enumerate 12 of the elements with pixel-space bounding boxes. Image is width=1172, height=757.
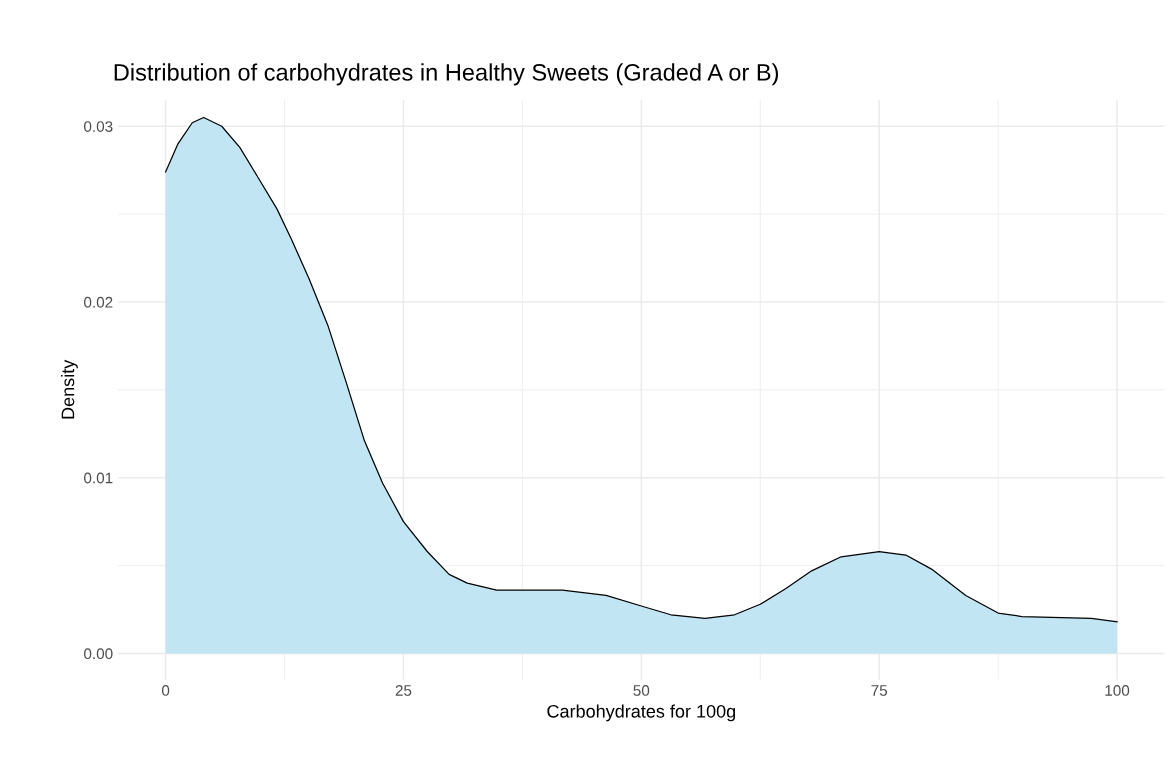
x-tick-label: 100 <box>1105 685 1130 696</box>
y-tick-label: 0.00 <box>84 648 113 660</box>
x-tick-label: 75 <box>871 685 888 696</box>
x-tick-label: 50 <box>633 685 650 696</box>
x-tick-label: 0 <box>161 685 170 696</box>
y-tick-label: 0.02 <box>84 296 113 308</box>
x-tick-label: 25 <box>395 685 412 696</box>
chart-title: Distribution of carbohydrates in Healthy Sweets (Graded A or B) <box>114 63 779 86</box>
y-tick-label: 0.03 <box>84 121 113 132</box>
y-tick-label: 0.01 <box>84 472 113 484</box>
x-axis-title: Carbohydrates for 100g <box>547 704 736 722</box>
y-axis-title: Density <box>61 359 78 419</box>
